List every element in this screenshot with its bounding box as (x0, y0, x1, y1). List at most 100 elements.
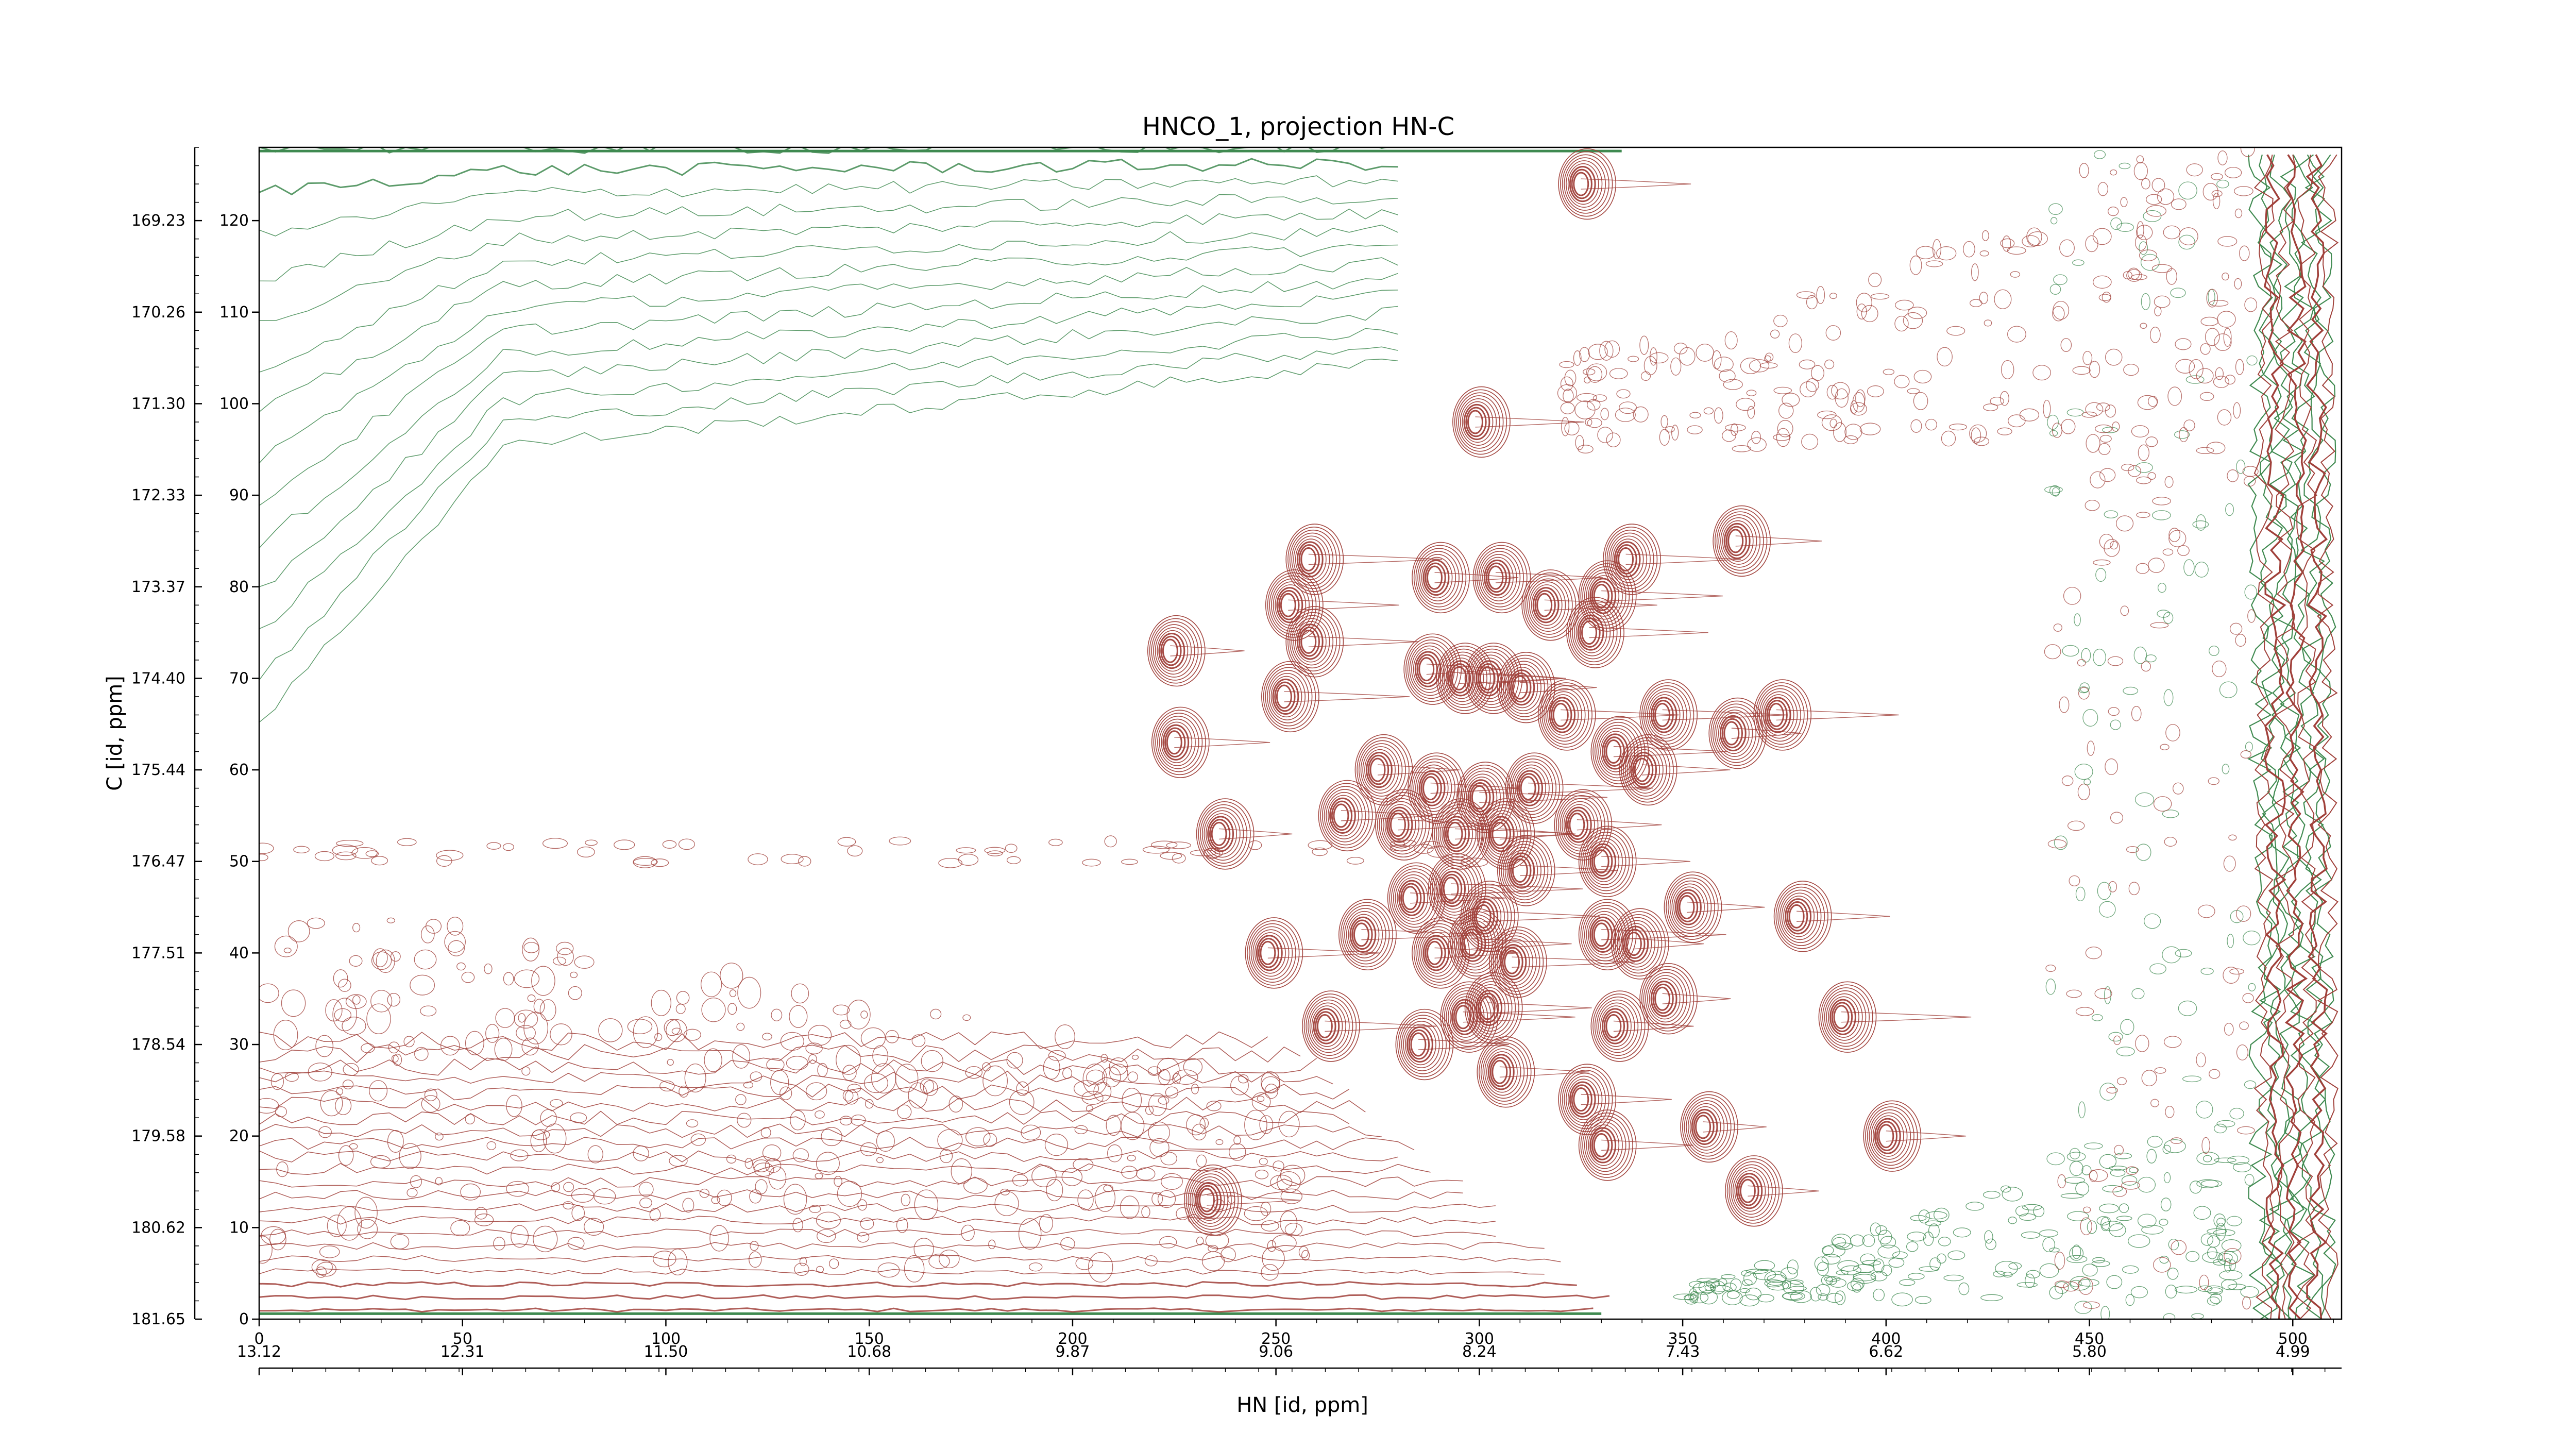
peak-contour (1581, 620, 1598, 645)
noise-contour (1806, 378, 1819, 392)
noise-contour (994, 1191, 1019, 1216)
negative-noise-contour (1690, 1291, 1700, 1301)
noise-contour (2163, 612, 2174, 624)
noise-contour (2240, 750, 2251, 759)
noise-contour (2084, 1142, 2103, 1150)
peak-contour (1430, 856, 1483, 922)
noise-contour (1776, 428, 1790, 447)
noise-contour (2097, 182, 2109, 196)
noise-contour (447, 917, 464, 936)
noise-contour (1301, 1250, 1310, 1261)
peak-contour (1360, 743, 1403, 797)
noise-contour (1280, 1165, 1306, 1186)
noise-contour (1261, 1220, 1279, 1232)
peak-contour (1777, 886, 1825, 946)
water-band-contour (2263, 154, 2286, 1319)
noise-contour (2242, 993, 2254, 1003)
peak-contour (1329, 797, 1356, 834)
noise-contour (2100, 1306, 2110, 1319)
peak-contour (1497, 835, 1555, 906)
negative-noise-contour (1780, 1267, 1798, 1279)
peak-contour (1753, 679, 1812, 751)
noise-contour (1166, 841, 1191, 849)
noise-contour (1782, 393, 1800, 407)
peak-contour (1824, 990, 1867, 1044)
negative-noise-contour (2110, 1169, 2126, 1177)
noise-contour (436, 855, 452, 867)
noise-contour (839, 1116, 853, 1126)
noise-contour (567, 1237, 585, 1250)
noise-contour (2047, 414, 2059, 430)
noise-contour (584, 1218, 604, 1236)
noise-contour (2206, 442, 2226, 454)
noise-contour (921, 1050, 943, 1072)
noise-contour (2170, 288, 2186, 298)
x-index-tick-label: 450 (2075, 1330, 2104, 1348)
noise-contour (1843, 435, 1858, 444)
peak-contour (1531, 584, 1563, 626)
noise-contour (2096, 402, 2110, 412)
y-ppm-tick-label: 178.54 (131, 1036, 185, 1054)
peak-contour (1723, 721, 1740, 746)
peak-contour (1492, 821, 1508, 846)
peak-contour (1484, 559, 1511, 596)
noise-contour (2235, 359, 2244, 375)
noise-contour (2061, 776, 2074, 786)
peak-contour (1560, 151, 1613, 217)
noise-contour (2170, 1137, 2183, 1144)
peak-contour (1562, 1070, 1609, 1130)
negative-noise-contour (2167, 1268, 2179, 1280)
noise-contour (1599, 341, 1614, 361)
noise-contour (1244, 1206, 1268, 1221)
negative-noise-contour (1710, 1280, 1726, 1294)
peak-contour (1315, 1011, 1336, 1041)
peak-contour (1442, 651, 1484, 705)
noise-contour (444, 931, 466, 953)
noise-contour (2175, 949, 2192, 957)
noise-contour (1127, 1071, 1138, 1083)
noise-contour (1048, 838, 1063, 846)
negative-noise-contour (1907, 1273, 1925, 1280)
y-ppm-tick-label: 169.23 (131, 212, 185, 230)
negative-noise-contour (2193, 1206, 2211, 1220)
noise-contour (399, 1143, 421, 1169)
noise-contour (533, 1225, 558, 1253)
negative-noise-contour (2070, 1279, 2082, 1287)
peak-contour (1418, 657, 1435, 682)
peak-contour (1603, 1011, 1625, 1041)
noise-contour (2217, 409, 2232, 426)
noise-contour (2087, 740, 2095, 756)
negative-band-contour (259, 175, 1398, 237)
noise-contour (314, 851, 334, 862)
baseline-contour (259, 1150, 1398, 1163)
peak-contour (1391, 868, 1439, 928)
peak-contour (1505, 752, 1564, 824)
noise-contour (543, 1123, 567, 1154)
noise-contour (354, 1197, 378, 1229)
noise-contour (1046, 1178, 1063, 1202)
peak-contour (1398, 880, 1426, 916)
noise-contour (568, 986, 582, 1000)
peak-contour (1666, 874, 1719, 940)
noise-contour (1151, 1192, 1163, 1206)
noise-contour (1673, 343, 1688, 355)
peak-contour (1153, 624, 1195, 678)
peak-contour (1573, 1087, 1589, 1112)
peak-contour (1515, 767, 1546, 809)
peak-contour (1451, 666, 1467, 690)
negative-noise-contour (2233, 1162, 2251, 1173)
noise-contour (2075, 1007, 2094, 1016)
noise-contour (2223, 855, 2236, 872)
negative-noise-contour (1700, 1290, 1718, 1305)
peak-contour (1781, 892, 1818, 940)
peak-contour (1263, 664, 1316, 730)
peak-contour (1389, 813, 1406, 837)
peak-contour (1342, 905, 1390, 965)
negative-noise-contour (1995, 1260, 2018, 1276)
noise-contour (1190, 849, 1217, 856)
peak-contour (1275, 584, 1307, 626)
peak-contour (1606, 529, 1654, 589)
peak-contour (1388, 810, 1410, 840)
noise-contour (2138, 444, 2150, 461)
noise-contour (704, 1048, 722, 1072)
